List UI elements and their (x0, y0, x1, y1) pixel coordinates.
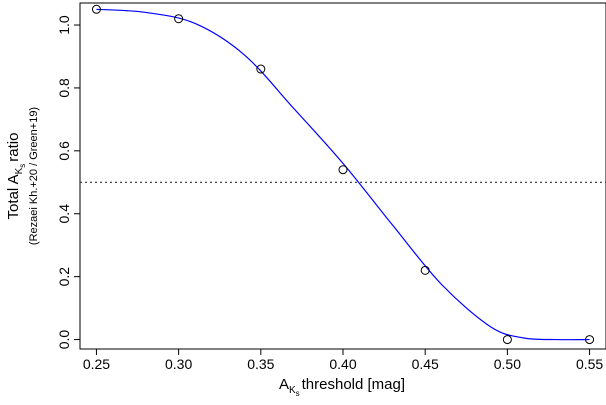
data-points-layer (91, 4, 595, 345)
data-point (174, 14, 184, 24)
y-tick-label: 0.0 (56, 330, 72, 350)
data-point (585, 335, 595, 345)
y-tick-label: 0.6 (56, 141, 72, 161)
x-axis: 0.25 0.30 0.35 0.40 0.45 0.50 0.55 (83, 349, 603, 372)
data-point (420, 265, 430, 275)
y-tick-label: 0.8 (56, 78, 72, 98)
data-point (502, 335, 512, 345)
x-tick-label: 0.30 (165, 356, 192, 372)
x-axis-label-suffix: threshold [mag] (302, 376, 405, 393)
y-axis-label-sub-subscript: s (18, 164, 27, 168)
plot-frame (79, 2, 606, 350)
x-axis-label-sub-subscript: s (296, 389, 300, 398)
x-tick-label: 0.35 (247, 356, 274, 372)
y-axis-sublabel: (Rezaei Kh.+20 / Green+19) (28, 107, 40, 245)
y-tick-label: 0.4 (56, 204, 72, 224)
x-axis-label: AKsthreshold [mag] (279, 376, 405, 398)
y-tick-label: 0.2 (56, 267, 72, 287)
fit-curve (96, 8, 590, 341)
x-axis-label-subscript: K (289, 385, 296, 396)
x-tick-label: 0.50 (494, 356, 521, 372)
y-axis-label: Total AKs ratio (5, 133, 27, 220)
data-point (256, 64, 266, 74)
y-tick-label: 1.0 (56, 15, 72, 35)
data-point (338, 165, 348, 175)
x-tick-label: 0.45 (412, 356, 439, 372)
x-axis-label-prefix: A (279, 376, 289, 393)
data-point (91, 4, 101, 14)
y-axis: 0.0 0.2 0.4 0.6 0.8 1.0 (56, 15, 80, 349)
fit-curve-layer (96, 8, 590, 341)
x-tick-label: 0.25 (83, 356, 110, 372)
y-axis-label-prefix: Total A (5, 174, 22, 219)
x-tick-label: 0.55 (576, 356, 603, 372)
y-axis-label-suffix: ratio (5, 133, 22, 162)
y-axis-label-subscript: K (14, 167, 25, 174)
x-tick-label: 0.40 (329, 356, 356, 372)
